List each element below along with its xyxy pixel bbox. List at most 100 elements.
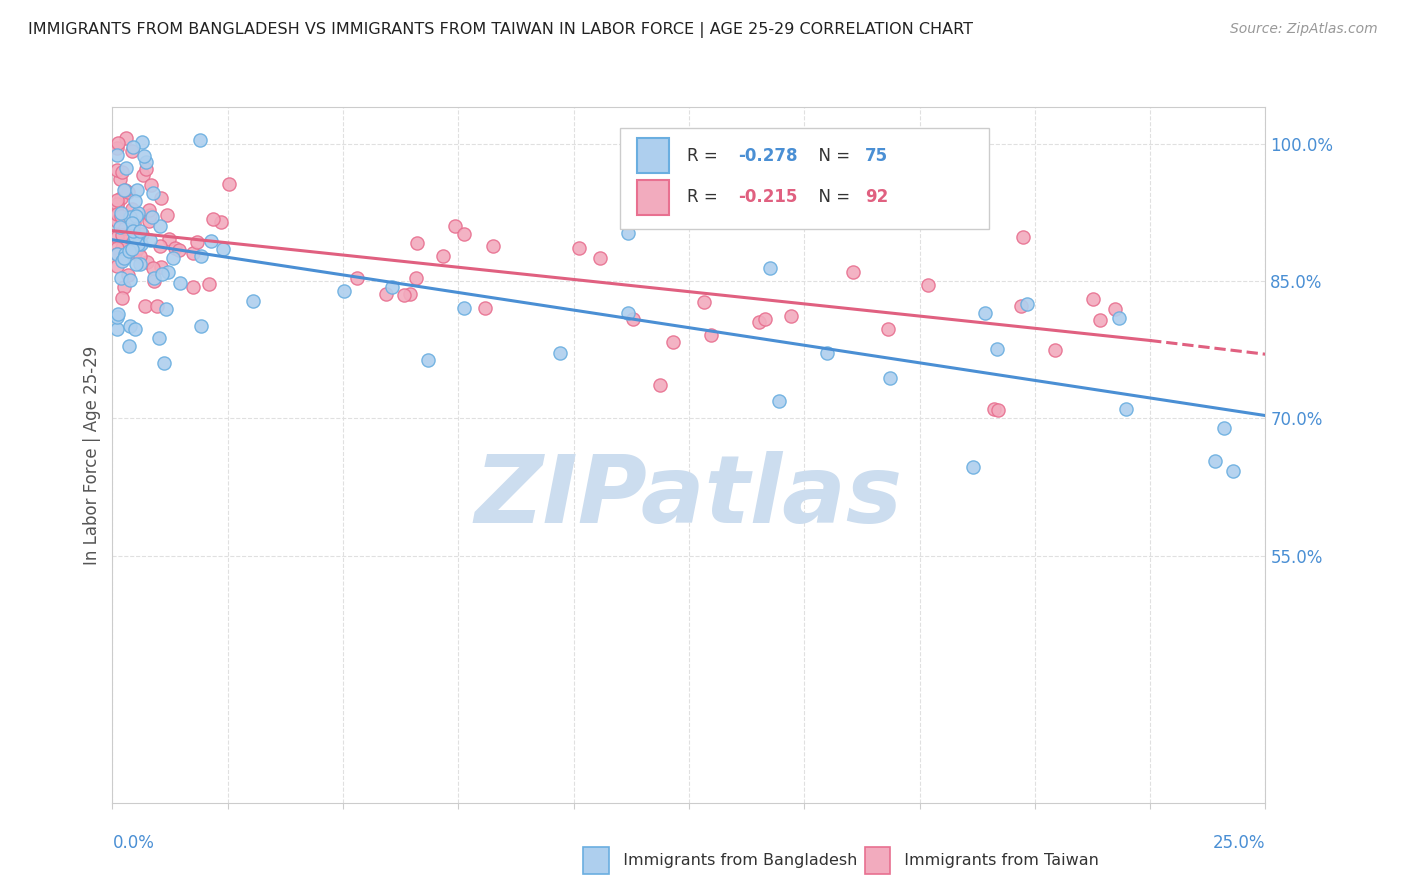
Point [183, 246, 205, 260]
Point [242, 293, 264, 308]
Y-axis label: In Labor Force | Age 25-29: In Labor Force | Age 25-29 [83, 345, 101, 565]
Point [135, 162, 157, 177]
Point [197, 277, 219, 291]
Point [105, 310, 128, 325]
Point [333, 284, 356, 298]
Point [114, 220, 136, 235]
Text: R =: R = [686, 147, 723, 165]
Point [150, 267, 173, 281]
Point [134, 299, 156, 313]
Point [105, 246, 128, 260]
Bar [637, 180, 669, 215]
Point [218, 177, 240, 191]
Point [112, 280, 135, 294]
Point [105, 213, 128, 227]
Point [759, 260, 782, 275]
Point [1204, 453, 1226, 467]
Point [149, 239, 172, 253]
Point [131, 135, 153, 149]
Point [132, 168, 155, 182]
Point [662, 335, 685, 350]
Point [105, 322, 128, 336]
Point [121, 243, 143, 257]
FancyBboxPatch shape [620, 128, 988, 229]
Point [589, 251, 612, 265]
Point [143, 270, 166, 285]
Point [117, 244, 139, 259]
Point [128, 257, 150, 271]
Point [111, 219, 134, 233]
Point [142, 186, 165, 201]
Point [754, 311, 776, 326]
Point [548, 346, 571, 360]
Point [623, 312, 645, 326]
Point [105, 148, 128, 162]
Point [110, 165, 132, 179]
Point [169, 277, 191, 291]
Point [122, 224, 145, 238]
Point [453, 301, 475, 315]
Point [108, 220, 131, 235]
Point [983, 401, 1005, 416]
Point [617, 306, 640, 320]
Point [617, 226, 640, 240]
Point [157, 265, 180, 279]
Point [1081, 292, 1104, 306]
Point [115, 161, 138, 176]
Text: ZIPatlas: ZIPatlas [475, 450, 903, 542]
Text: 92: 92 [865, 188, 889, 206]
Point [149, 191, 172, 205]
Point [962, 459, 984, 474]
Point [105, 193, 128, 207]
Point [200, 234, 222, 248]
Point [138, 213, 160, 227]
Text: IMMIGRANTS FROM BANGLADESH VS IMMIGRANTS FROM TAIWAN IN LABOR FORCE | AGE 25-29 : IMMIGRANTS FROM BANGLADESH VS IMMIGRANTS… [28, 22, 973, 38]
Point [444, 219, 467, 234]
Point [124, 230, 146, 244]
Text: 75: 75 [865, 147, 889, 165]
Point [122, 235, 145, 249]
Text: Source: ZipAtlas.com: Source: ZipAtlas.com [1230, 22, 1378, 37]
Point [117, 268, 139, 283]
Point [127, 183, 149, 197]
Point [127, 236, 149, 251]
Point [432, 250, 454, 264]
Point [111, 291, 134, 305]
Point [122, 216, 145, 230]
Point [986, 343, 1008, 357]
Point [190, 249, 212, 263]
Point [110, 206, 132, 220]
Point [987, 402, 1010, 417]
Point [111, 253, 134, 268]
Point [132, 148, 155, 162]
Point [121, 145, 143, 159]
Point [121, 217, 143, 231]
Point [152, 356, 174, 370]
Point [155, 301, 177, 316]
Point [453, 227, 475, 242]
Point [138, 202, 160, 217]
Point [135, 154, 157, 169]
Point [190, 319, 212, 334]
Point [1010, 299, 1032, 313]
Point [146, 299, 169, 313]
Point [157, 231, 180, 245]
Point [118, 339, 141, 353]
Point [406, 235, 429, 250]
Point [112, 251, 135, 265]
Point [125, 257, 148, 271]
Point [125, 210, 148, 224]
Point [105, 247, 128, 261]
Point [105, 207, 128, 221]
Point [115, 227, 138, 241]
Point [568, 241, 591, 255]
Point [418, 353, 440, 368]
Text: -0.215: -0.215 [738, 188, 797, 206]
Point [105, 141, 128, 155]
Bar [637, 138, 669, 173]
Point [879, 370, 901, 384]
Point [169, 243, 191, 257]
Point [139, 208, 162, 222]
Point [405, 270, 427, 285]
Point [110, 191, 132, 205]
